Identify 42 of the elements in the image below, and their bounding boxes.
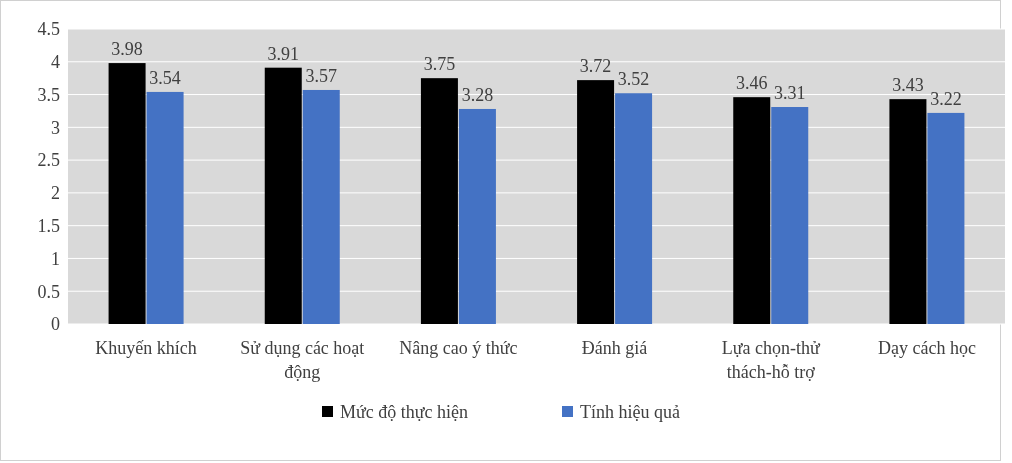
y-tick-label: 4	[51, 52, 60, 73]
data-label: 3.98	[111, 39, 143, 60]
data-label: 3.31	[774, 83, 806, 104]
y-tick-label: 1	[51, 248, 60, 269]
x-tick-label: Sử dụng các hoạt động	[240, 338, 365, 382]
bar	[108, 63, 146, 324]
data-label: 3.22	[930, 88, 962, 109]
bar	[146, 91, 184, 324]
y-tick-label: 1.5	[37, 215, 60, 236]
y-tick-label: 2	[51, 183, 60, 204]
data-label: 3.43	[892, 75, 924, 96]
data-label: 3.72	[579, 56, 612, 77]
y-tick-label: 3.5	[37, 84, 60, 105]
y-tick-label: 2.5	[37, 150, 60, 171]
bar	[420, 78, 458, 324]
legend-label: Tính hiệu quả	[580, 402, 680, 423]
data-label: 3.28	[461, 84, 494, 105]
bar	[927, 112, 965, 324]
y-tick-label: 0	[51, 314, 60, 335]
data-label: 3.52	[617, 69, 650, 90]
x-tick-label: Lựa chọn-thử thách-hỗ trợ	[721, 338, 821, 382]
y-tick-label: 4.5	[37, 19, 60, 40]
x-tick-label: Đánh giá	[581, 338, 648, 358]
data-label: 3.54	[149, 67, 181, 88]
x-tick-label: Khuyến khích	[95, 338, 197, 358]
bar	[889, 99, 927, 324]
x-tick-label: Dạy cách học	[877, 338, 976, 358]
bar	[771, 107, 809, 324]
x-tick-label: Nâng cao ý thức	[399, 338, 518, 358]
bar	[577, 80, 615, 324]
bar	[733, 97, 771, 324]
data-label: 3.46	[736, 73, 768, 94]
data-label: 3.91	[267, 43, 299, 64]
data-label: 3.75	[423, 54, 456, 75]
bar	[615, 93, 653, 324]
bar	[264, 67, 302, 324]
legend-label: Mức độ thực hiện	[340, 402, 468, 423]
y-tick-label: 3	[51, 117, 60, 138]
bar	[458, 108, 496, 324]
data-label: 3.57	[305, 65, 337, 86]
y-tick-label: 0.5	[37, 281, 60, 302]
bar	[302, 89, 340, 324]
